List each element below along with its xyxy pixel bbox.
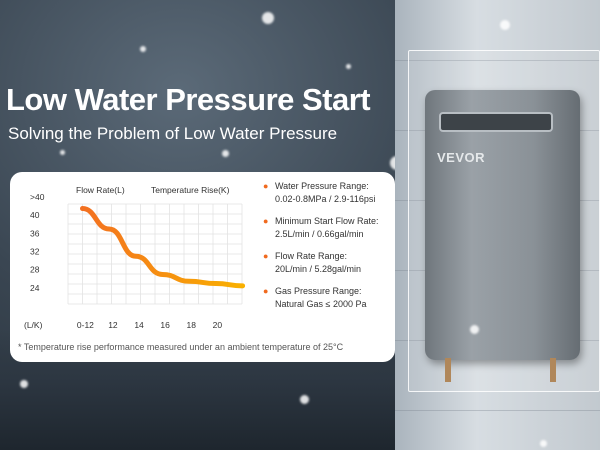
- heater-brand-logo: VEVOR: [437, 150, 486, 165]
- feature-value: 20L/min / 5.28gal/min: [275, 264, 362, 274]
- snowflake: [60, 150, 65, 155]
- feature-item: ● Minimum Start Flow Rate: 2.5L/min / 0.66…: [263, 215, 393, 241]
- x-tick-label: 12: [108, 320, 118, 330]
- y-tick-label: 24: [30, 283, 40, 293]
- x-tick-label: 0-12: [77, 320, 94, 330]
- temperature-curve: [80, 206, 246, 289]
- chart-grid: [67, 203, 243, 305]
- y-axis-label: Temperature Rise(K): [151, 185, 230, 195]
- snowflake: [300, 395, 309, 404]
- x-axis-label: Flow Rate(L): [76, 185, 125, 195]
- heater-vent: [439, 112, 553, 132]
- headline: Low Water Pressure Start: [6, 82, 371, 117]
- feature-list: ● Water Pressure Range: 0.02-0.8MPa / 2.9-…: [263, 180, 393, 320]
- bullet-icon: ●: [263, 181, 269, 191]
- temperature-rise-chart: Flow Rate(L) Temperature Rise(K) >40 40 36…: [24, 185, 246, 330]
- y-tick-label: >40: [30, 192, 45, 202]
- feature-value: 2.5L/min / 0.66gal/min: [275, 229, 364, 239]
- feature-value: 0.02-0.8MPa / 2.9-116psi: [275, 194, 376, 204]
- feature-title: Water Pressure Range:: [275, 181, 369, 191]
- snowflake: [262, 12, 274, 24]
- feature-value: Natural Gas ≤ 2000 Pa: [275, 299, 367, 309]
- feature-item: ● Gas Pressure Range: Natural Gas ≤ 2000 P…: [263, 285, 393, 311]
- x-tick-label: 14: [134, 320, 144, 330]
- snowflake: [140, 46, 146, 52]
- water-heater-image: VEVOR: [425, 90, 580, 360]
- y-tick-label: 40: [30, 210, 40, 220]
- bullet-icon: ●: [263, 251, 269, 261]
- x-tick-labels: 0-12 12 14 16 18 20: [77, 320, 222, 330]
- x-tick-label: 20: [213, 320, 223, 330]
- y-tick-labels: >40 40 36 32 28 24: [30, 192, 45, 293]
- feature-item: ● Water Pressure Range: 0.02-0.8MPa / 2.9-…: [263, 180, 393, 206]
- feature-title: Flow Rate Range:: [275, 251, 348, 261]
- bullet-icon: ●: [263, 286, 269, 296]
- snowflake: [346, 64, 351, 69]
- feature-title: Minimum Start Flow Rate:: [275, 216, 379, 226]
- x-tick-label: 18: [187, 320, 197, 330]
- snowflake: [540, 440, 547, 447]
- gas-pipe: [445, 358, 451, 382]
- bullet-icon: ●: [263, 216, 269, 226]
- feature-item: ● Flow Rate Range: 20L/min / 5.28gal/min: [263, 250, 393, 276]
- y-tick-label: 36: [30, 228, 40, 238]
- snowflake: [20, 380, 28, 388]
- subtitle: Solving the Problem of Low Water Pressur…: [8, 124, 338, 143]
- y-tick-label: 28: [30, 265, 40, 275]
- snowflake: [470, 325, 479, 334]
- water-pipe: [550, 358, 556, 382]
- spec-panel: Flow Rate(L) Temperature Rise(K) >40 40 36…: [10, 172, 395, 362]
- snowflake: [500, 20, 510, 30]
- x-tick-label: 16: [160, 320, 170, 330]
- footnote: * Temperature rise performance measured …: [18, 342, 344, 352]
- y-unit-label: (L/K): [24, 320, 43, 330]
- snowflake: [222, 150, 229, 157]
- y-tick-label: 32: [30, 247, 40, 257]
- feature-title: Gas Pressure Range:: [275, 286, 362, 296]
